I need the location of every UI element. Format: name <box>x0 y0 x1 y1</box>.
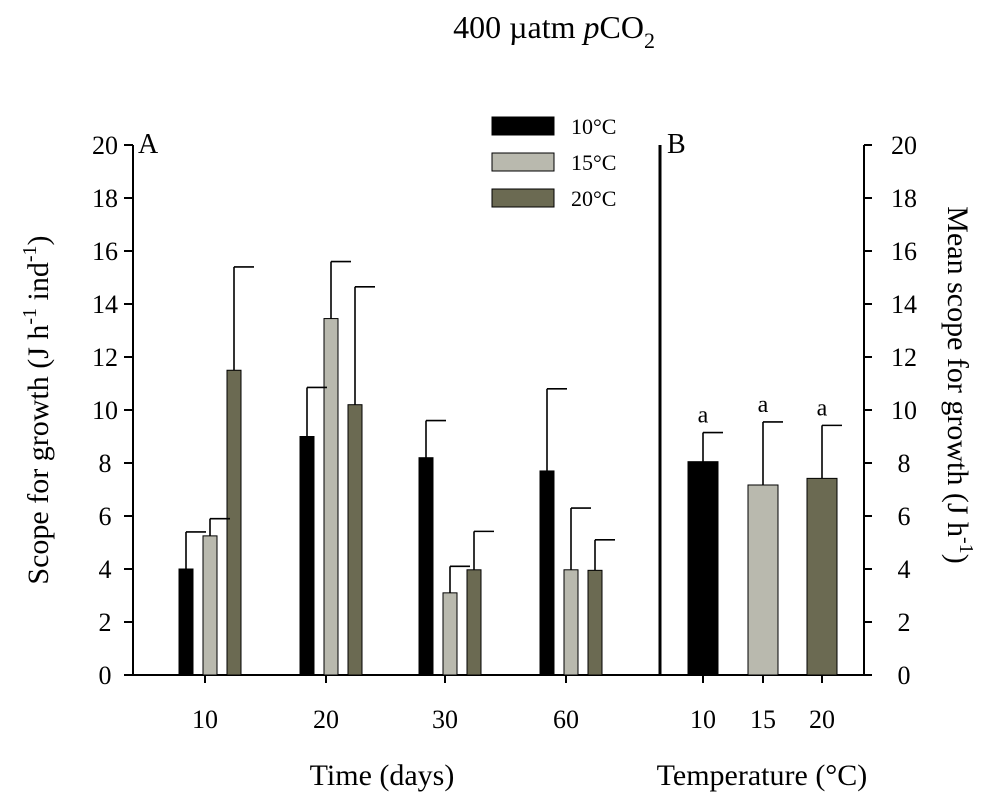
panel-a-bar-20d-20c <box>347 404 363 676</box>
panel-b-x-tick-label: 10 <box>690 705 716 734</box>
legend-label: 10°C <box>571 114 616 139</box>
panel-b-y-tick-label: 18 <box>891 184 917 213</box>
significance-letter: a <box>817 395 828 421</box>
panel-a-y-tick-label: 16 <box>92 237 118 266</box>
panel-a-bar-60d-15c <box>563 569 579 676</box>
panel-a-y-tick-label: 6 <box>99 502 112 531</box>
panel-a-bar-60d-10c <box>539 470 555 676</box>
panel-a-y-tick-label: 10 <box>92 396 118 425</box>
panel-b-y-tick-label: 6 <box>898 502 911 531</box>
panel-a-y-tick-label: 4 <box>99 555 112 584</box>
chart-title: 400 µatm pCO2 <box>453 9 655 53</box>
legend: 10°C 15°C 20°C <box>491 114 616 211</box>
panel-a-x-axis-label: Time (days) <box>310 759 455 792</box>
panel-a-bar-10d-15c <box>202 535 218 676</box>
panel-a-x-tick-label: 10 <box>192 705 218 734</box>
panel-b-bars <box>687 461 838 676</box>
legend-label: 20°C <box>571 186 616 211</box>
panel-b-y-axis-label: Mean scope for growth (J h-1) <box>941 206 977 563</box>
panel-a-y-tick-label: 20 <box>92 131 118 160</box>
significance-letter: a <box>698 403 709 429</box>
panel-a-x-tick-label: 60 <box>553 705 579 734</box>
panel-b-y-tick-label: 8 <box>898 449 911 478</box>
panel-a-y-tick-label: 12 <box>92 343 118 372</box>
panel-a-y-ticks: 0 2 4 6 8 10 12 14 16 18 20 <box>92 131 133 690</box>
panel-a-bars <box>178 318 603 676</box>
panel-a-x-ticks: 10 20 30 60 <box>192 675 579 734</box>
panel-b-error-bars <box>702 421 842 485</box>
legend-swatch <box>491 116 555 136</box>
panel-b-x-ticks: 10 15 20 <box>690 675 835 734</box>
panel-a-y-tick-label: 8 <box>99 449 112 478</box>
panel-b-y-tick-label: 20 <box>891 131 917 160</box>
panel-b-x-axis-label: Temperature (°C) <box>657 759 868 792</box>
panel-b-y-tick-label: 10 <box>891 396 917 425</box>
legend-label: 15°C <box>571 150 616 175</box>
panel-b-y-tick-label: 2 <box>898 608 911 637</box>
panel-b-y-tick-label: 14 <box>891 290 917 319</box>
panel-a-y-tick-label: 0 <box>99 661 112 690</box>
panel-a-y-axis-label: Scope for growth (J h-1 ind-1) <box>19 235 55 584</box>
panel-b-x-tick-label: 20 <box>809 705 835 734</box>
panel-a-letter: A <box>138 129 159 160</box>
panel-a-bar-60d-20c <box>587 569 603 676</box>
significance-letter: a <box>758 392 769 418</box>
panel-a-bar-20d-15c <box>323 318 339 676</box>
panel-b-bar-15c <box>747 484 779 676</box>
panel-a-x-tick-label: 20 <box>313 705 339 734</box>
legend-swatch <box>491 152 555 172</box>
legend-swatch <box>491 188 555 208</box>
panel-b-y-ticks: 0 2 4 6 8 10 12 14 16 18 20 <box>864 131 917 690</box>
panel-b-x-tick-label: 15 <box>750 705 776 734</box>
panel-a-y-tick-label: 14 <box>92 290 118 319</box>
panel-b-y-tick-label: 16 <box>891 237 917 266</box>
panel-a-x-tick-label: 30 <box>432 705 458 734</box>
panel-a-error-bars <box>185 260 615 593</box>
panel-a-y-tick-label: 2 <box>99 608 112 637</box>
panel-b: 0 2 4 6 8 10 12 14 16 18 20 10 15 20 a a a B Temperatu… <box>657 129 977 792</box>
panel-a-bar-10d-20c <box>226 369 242 676</box>
panel-a-bar-30d-10c <box>418 457 434 676</box>
panel-a-bar-30d-20c <box>466 569 482 676</box>
panel-a-bar-30d-15c <box>442 592 458 676</box>
panel-b-bar-10c <box>687 461 719 676</box>
panel-a: 0 2 4 6 8 10 12 14 16 18 20 10 20 30 60 A Time (days)… <box>19 114 660 792</box>
panel-a-y-tick-label: 18 <box>92 184 118 213</box>
panel-a-bar-20d-10c <box>299 436 315 676</box>
panel-a-bar-10d-10c <box>178 568 194 676</box>
panel-b-bar-20c <box>806 477 838 676</box>
panel-b-y-tick-label: 12 <box>891 343 917 372</box>
panel-b-y-tick-label: 4 <box>898 555 911 584</box>
panel-b-y-tick-label: 0 <box>898 661 911 690</box>
panel-b-letter: B <box>667 129 686 160</box>
